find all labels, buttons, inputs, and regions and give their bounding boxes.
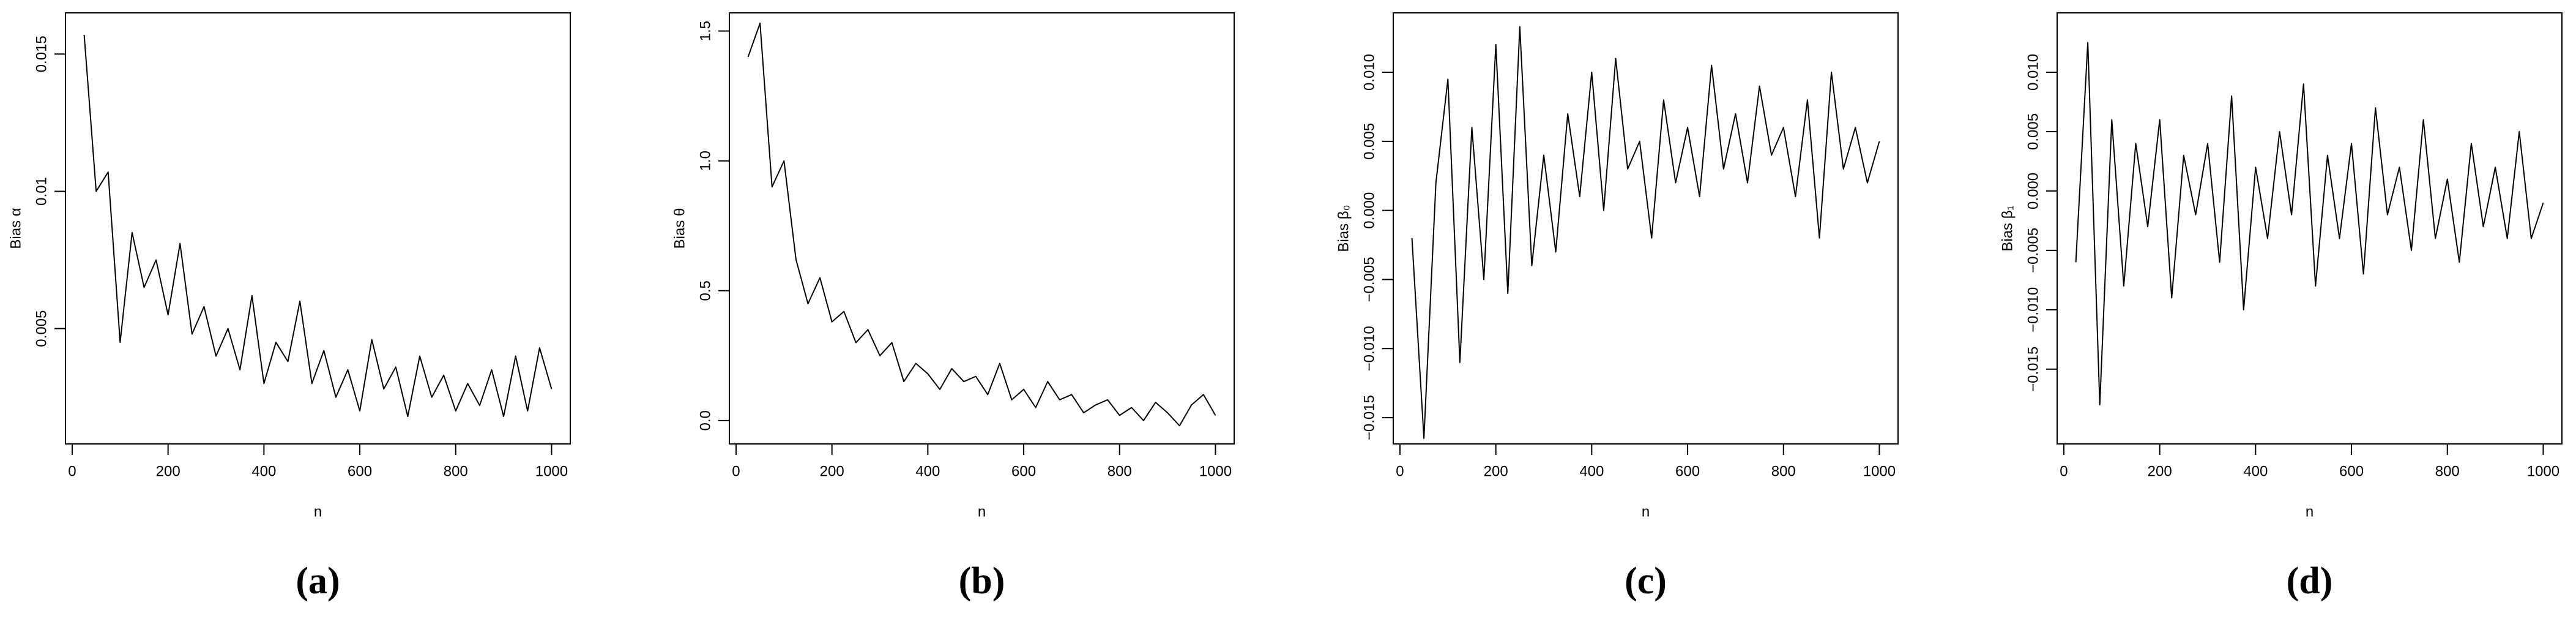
x-axis-label: n <box>1642 503 1650 520</box>
x-tick-label: 800 <box>1107 463 1132 479</box>
x-tick-label: 400 <box>251 463 276 479</box>
y-tick-label: 0.005 <box>2025 113 2041 150</box>
data-line <box>83 34 553 418</box>
x-tick-label: 0 <box>1396 463 1404 479</box>
x-tick-label: 0 <box>2060 463 2068 479</box>
x-tick-label: 600 <box>2339 463 2364 479</box>
x-tick-label: 200 <box>1484 463 1508 479</box>
x-axis-label: n <box>978 503 986 520</box>
plot-frame <box>729 12 1235 445</box>
x-tick-label: 400 <box>915 463 940 479</box>
y-axis-label: Bias θ <box>671 208 688 249</box>
plot-frame <box>2057 12 2563 445</box>
caption: (c) <box>1625 560 1667 602</box>
y-axis-label: Bias α <box>7 208 24 249</box>
caption: (d) <box>2287 560 2333 602</box>
x-tick-label: 1000 <box>535 463 568 479</box>
y-tick-label: −0.005 <box>1361 257 1377 302</box>
x-tick-label: 1000 <box>2527 463 2559 479</box>
y-tick-label: −0.010 <box>2025 287 2041 332</box>
plot-frame <box>65 12 571 445</box>
data-line <box>747 22 1216 427</box>
y-tick-label: 0.01 <box>33 177 50 206</box>
y-tick-label: −0.005 <box>2025 228 2041 273</box>
x-tick-label: 400 <box>1579 463 1604 479</box>
x-tick-label: 0 <box>732 463 740 479</box>
x-tick-label: 0 <box>68 463 76 479</box>
x-tick-label: 200 <box>820 463 844 479</box>
x-axis-label: n <box>2306 503 2314 520</box>
y-tick-label: 0.010 <box>2025 54 2041 91</box>
y-tick-label: 0.005 <box>1361 123 1377 160</box>
y-tick-label: 0.000 <box>2025 173 2041 209</box>
y-tick-label: 0.0 <box>697 410 713 430</box>
data-line <box>2075 42 2544 405</box>
x-tick-label: 1000 <box>1863 463 1896 479</box>
y-tick-label: 0.000 <box>1361 192 1377 229</box>
y-tick-label: −0.010 <box>1361 326 1377 371</box>
x-axis-label: n <box>314 503 322 520</box>
y-tick-label: 1.5 <box>697 21 713 41</box>
caption: (b) <box>959 560 1005 602</box>
y-tick-label: 0.005 <box>33 310 50 347</box>
y-tick-label: 0.010 <box>1361 54 1377 91</box>
y-tick-label: 0.5 <box>697 280 713 301</box>
y-axis-label: Bias β₀ <box>1335 205 1352 252</box>
x-tick-label: 400 <box>2243 463 2268 479</box>
x-tick-label: 800 <box>2435 463 2460 479</box>
y-tick-label: 1.0 <box>697 151 713 171</box>
y-tick-label: −0.015 <box>1361 395 1377 440</box>
y-tick-label: −0.015 <box>2025 347 2041 392</box>
x-tick-label: 800 <box>1771 463 1796 479</box>
x-tick-label: 800 <box>444 463 468 479</box>
x-tick-label: 1000 <box>1199 463 1232 479</box>
x-tick-label: 200 <box>156 463 181 479</box>
x-tick-label: 600 <box>348 463 372 479</box>
caption: (a) <box>296 560 340 602</box>
x-tick-label: 600 <box>1011 463 1036 479</box>
y-tick-label: 0.015 <box>33 36 50 72</box>
x-tick-label: 200 <box>2148 463 2172 479</box>
data-line <box>1411 26 1880 439</box>
x-tick-label: 600 <box>1675 463 1700 479</box>
plot-frame <box>1393 12 1899 445</box>
y-axis-label: Bias β₁ <box>1999 205 2016 251</box>
